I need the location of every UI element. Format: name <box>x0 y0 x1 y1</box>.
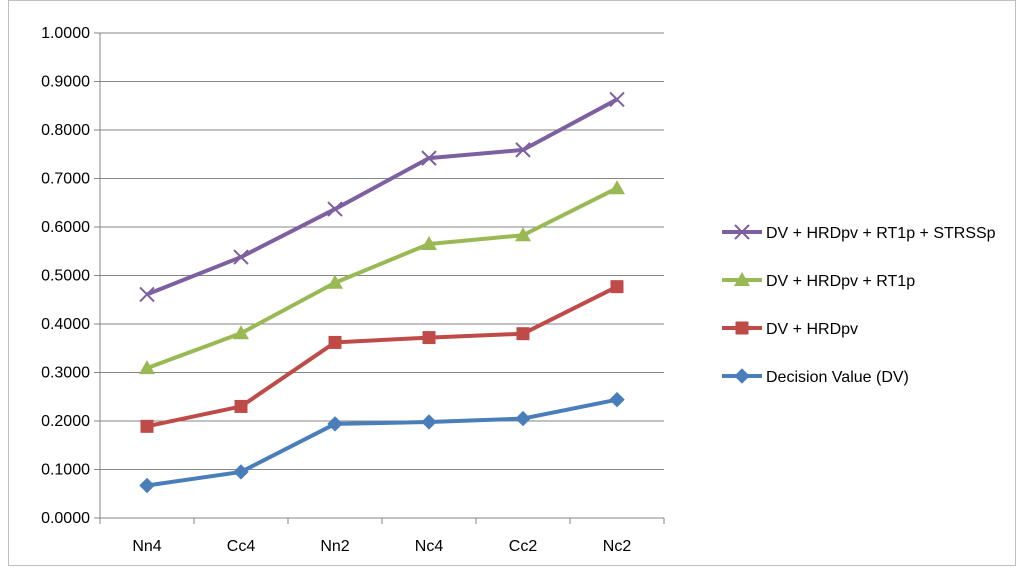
x-tick-label: Cc4 <box>227 538 256 555</box>
series-line <box>146 186 618 371</box>
data-point <box>234 399 248 413</box>
y-tick-label: 0.6000 <box>41 219 90 236</box>
legend-label: DV + HRDpv + RT1p <box>766 273 915 290</box>
series-0 <box>139 391 625 494</box>
y-tick-label: 0.7000 <box>41 171 90 188</box>
y-tick-label: 0.4000 <box>41 316 90 333</box>
series-1 <box>140 280 624 433</box>
marker-stroke <box>421 150 437 166</box>
data-point <box>421 150 437 166</box>
x-tick-label: Nc4 <box>415 538 444 555</box>
x-tick-label: Nn2 <box>320 538 349 555</box>
series-2 <box>139 180 625 375</box>
data-point <box>610 280 624 294</box>
legend-marker <box>734 368 750 384</box>
data-point <box>233 325 249 340</box>
data-point <box>421 414 437 430</box>
y-tick-label: 0.1000 <box>41 462 90 479</box>
y-tick-label: 0.2000 <box>41 413 90 430</box>
legend-entry: DV + HRDpv + RT1p + STRSSp <box>722 224 996 242</box>
legend-marker <box>735 321 749 335</box>
y-tick-label: 0.5000 <box>41 268 90 285</box>
marker-stroke <box>139 286 155 303</box>
marker-stroke <box>233 249 249 265</box>
x-tick-label: Nn4 <box>132 538 161 555</box>
y-tick-label: 1.0000 <box>41 25 90 42</box>
legend-label: Decision Value (DV) <box>766 369 909 386</box>
x-tick-label: Nc2 <box>603 538 632 555</box>
data-point <box>515 142 531 158</box>
series-line <box>146 97 618 297</box>
data-point <box>327 274 343 289</box>
data-point <box>233 464 249 480</box>
data-point <box>139 477 155 494</box>
data-point <box>609 391 625 408</box>
data-point <box>233 249 249 265</box>
data-point <box>515 410 531 427</box>
axes: 0.0000 0.1000 0.2000 0.3000 0.4000 0.5000 0.60… <box>41 25 665 555</box>
marker-stroke <box>327 201 343 217</box>
series-line <box>146 397 618 488</box>
marker-stroke <box>609 91 625 108</box>
data-point <box>516 327 530 341</box>
legend-marker <box>734 272 750 286</box>
y-tick-label: 0.3000 <box>41 365 90 382</box>
y-tick-label: 0.9000 <box>41 74 90 91</box>
legend-marker <box>734 224 750 240</box>
series-line <box>146 284 618 429</box>
legend-label: DV + HRDpv <box>766 321 858 338</box>
data-point <box>140 419 154 433</box>
y-tick-label: 0.0000 <box>41 510 90 527</box>
data-point <box>609 180 625 195</box>
legend-entry: DV + HRDpv + RT1p <box>722 272 915 290</box>
legend-entry: DV + HRDpv <box>722 321 858 338</box>
data-point <box>328 335 342 349</box>
series-3 <box>139 91 625 303</box>
data-point <box>327 416 343 432</box>
gridlines <box>100 32 664 470</box>
data-point <box>609 91 625 108</box>
marker-stroke <box>515 142 531 158</box>
data-point <box>139 286 155 303</box>
marker-stroke <box>734 224 750 240</box>
data-point <box>515 227 531 242</box>
y-tick-label: 0.8000 <box>41 122 90 139</box>
legend: DV + HRDpv + RT1p + STRSSp DV + HRDpv + R… <box>722 224 996 386</box>
data-point <box>139 360 155 375</box>
data-point <box>422 331 436 345</box>
data-point <box>421 235 437 250</box>
legend-label: DV + HRDpv + RT1p + STRSSp <box>766 225 996 242</box>
series-lines <box>139 91 625 494</box>
data-point <box>327 201 343 217</box>
x-tick-label: Cc2 <box>509 538 538 555</box>
legend-entry: Decision Value (DV) <box>722 368 909 386</box>
